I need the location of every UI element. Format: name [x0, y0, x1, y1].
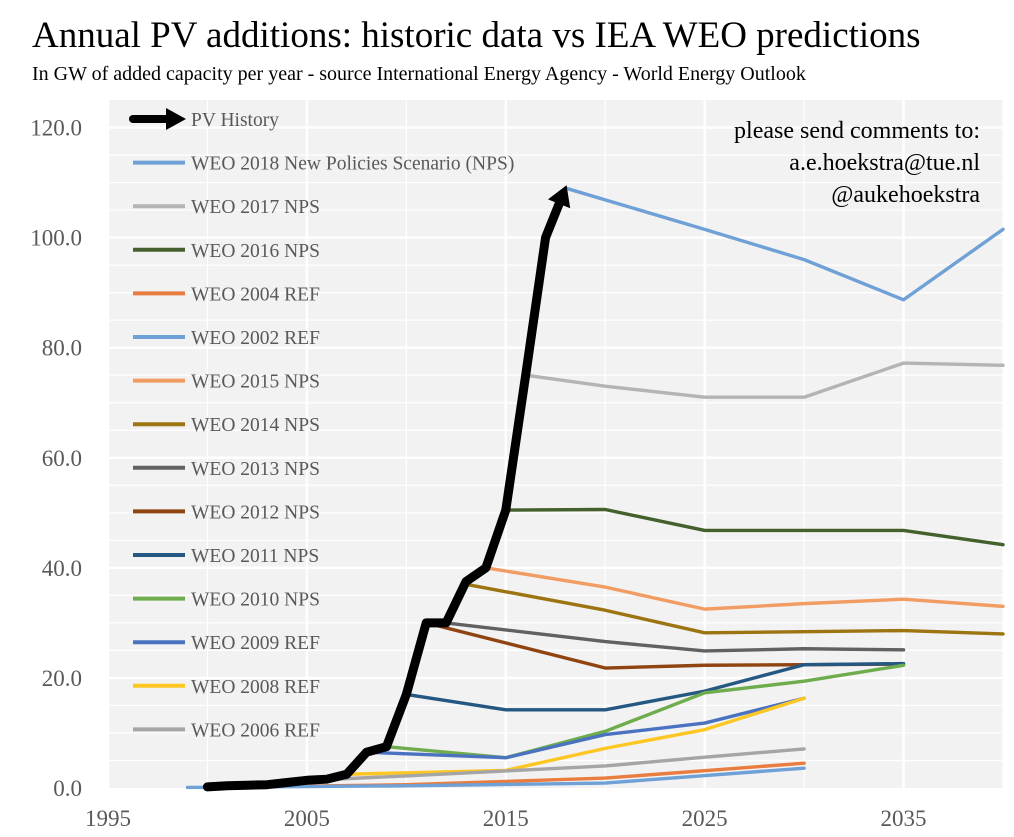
y-tick-label: 20.0: [42, 666, 82, 691]
series-line-weo-2008-ref: [344, 696, 806, 776]
legend-label: WEO 2002 REF: [191, 328, 320, 349]
comment-annotation-line: please send comments to:: [734, 118, 980, 144]
comment-annotation-line: a.e.hoekstra@tue.nl: [789, 150, 980, 176]
series-line-weo-2002-ref: [185, 766, 806, 790]
series-line-weo-2016-nps: [504, 507, 1005, 547]
y-tick-label: 80.0: [42, 336, 82, 361]
comment-annotation-line: @aukehoekstra: [831, 182, 980, 208]
series-line-pv-history: [202, 199, 564, 792]
legend-label: WEO 2014 NPS: [191, 415, 320, 436]
x-tick-label: 2025: [682, 806, 728, 831]
legend-label: WEO 2008 REF: [191, 677, 320, 698]
series-line-weo-2006-ref: [285, 747, 806, 784]
legend-label: PV History: [191, 110, 279, 131]
legend-label: WEO 2016 NPS: [191, 241, 320, 262]
x-tick-label: 1995: [85, 806, 131, 831]
legend-arrowhead: [166, 108, 186, 130]
legend-label: WEO 2011 NPS: [191, 546, 319, 567]
legend-label: WEO 2004 REF: [191, 284, 320, 305]
series-line-weo-2011-nps: [404, 661, 906, 712]
legend-label: WEO 2006 REF: [191, 720, 320, 741]
y-tick-label: 100.0: [30, 226, 82, 251]
legend-label: WEO 2015 NPS: [191, 372, 320, 393]
series-line-weo-2018-new-policies-scenario-nps: [563, 186, 1005, 302]
chart-title: Annual PV additions: historic data vs IE…: [32, 15, 921, 56]
legend-label: WEO 2010 NPS: [191, 590, 320, 611]
x-tick-label: 2005: [284, 806, 330, 831]
legend-label: WEO 2009 REF: [191, 633, 320, 654]
pv-history-arrowhead: [547, 185, 571, 209]
series-line-weo-2017-nps: [523, 361, 1005, 399]
series-line-weo-2014-nps: [464, 582, 1005, 636]
y-tick-label: 60.0: [42, 446, 82, 471]
chart-subtitle: In GW of added capacity per year - sourc…: [32, 63, 806, 85]
legend-label: WEO 2017 NPS: [191, 197, 320, 218]
y-tick-label: 0.0: [53, 776, 82, 801]
legend-label: WEO 2012 NPS: [191, 502, 320, 523]
legend-label: WEO 2013 NPS: [191, 459, 320, 480]
legend-label: WEO 2018 New Policies Scenario (NPS): [191, 154, 514, 175]
y-tick-label: 40.0: [42, 556, 82, 581]
y-tick-label: 120.0: [30, 116, 82, 141]
series-line-weo-2013-nps: [444, 621, 906, 653]
x-tick-label: 2015: [483, 806, 529, 831]
series-line-weo-2009-ref: [364, 696, 806, 760]
x-tick-label: 2035: [881, 806, 927, 831]
series-line-weo-2015-nps: [484, 566, 1005, 611]
